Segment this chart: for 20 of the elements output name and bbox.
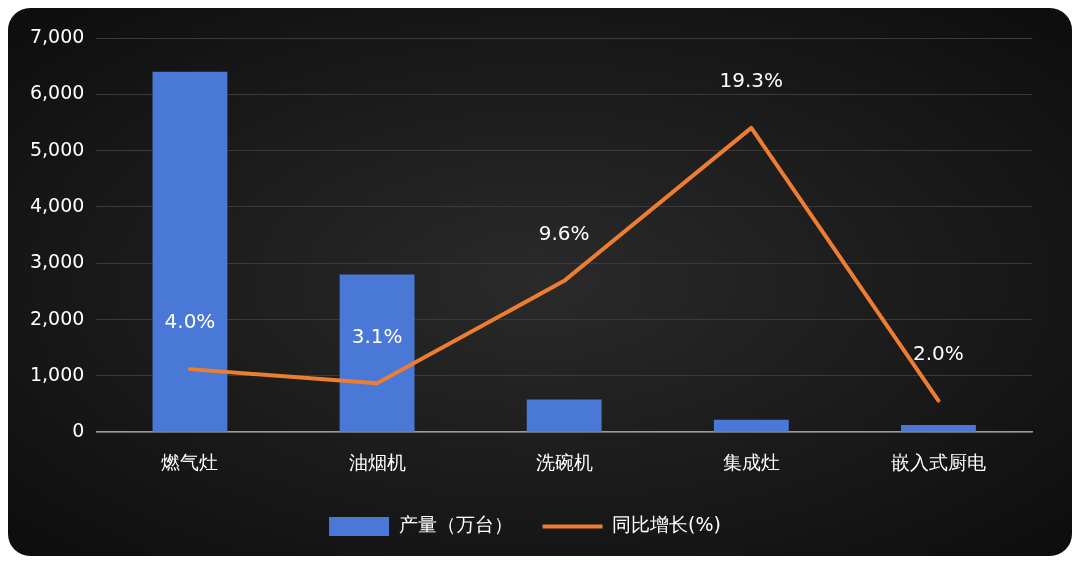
legend-label: 产量（万台） [398,513,513,536]
x-tick-label: 嵌入式厨电 [890,450,986,473]
data-label: 2.0% [913,340,964,365]
y-tick-label: 1,000 [29,362,85,385]
legend-label: 同比增长(%) [612,513,721,536]
x-tick-label: 燃气灶 [161,450,219,473]
y-tick-label: 7,000 [29,24,85,47]
data-label: 9.6% [538,221,590,246]
y-tick-label: 4,000 [29,193,85,216]
x-tick-label: 油烟机 [348,450,406,473]
y-tick-label: 0 [72,419,85,442]
y-tick-label: 3,000 [29,250,85,273]
data-label: 4.0% [164,309,216,334]
y-tick-label: 5,000 [29,137,85,160]
data-label: 19.3% [719,68,784,93]
data-label: 3.1% [351,323,403,348]
x-tick-label: 集成灶 [722,450,780,473]
y-tick-label: 2,000 [29,306,85,329]
y-tick-label: 6,000 [29,81,85,104]
x-tick-label: 洗碗机 [535,450,593,473]
